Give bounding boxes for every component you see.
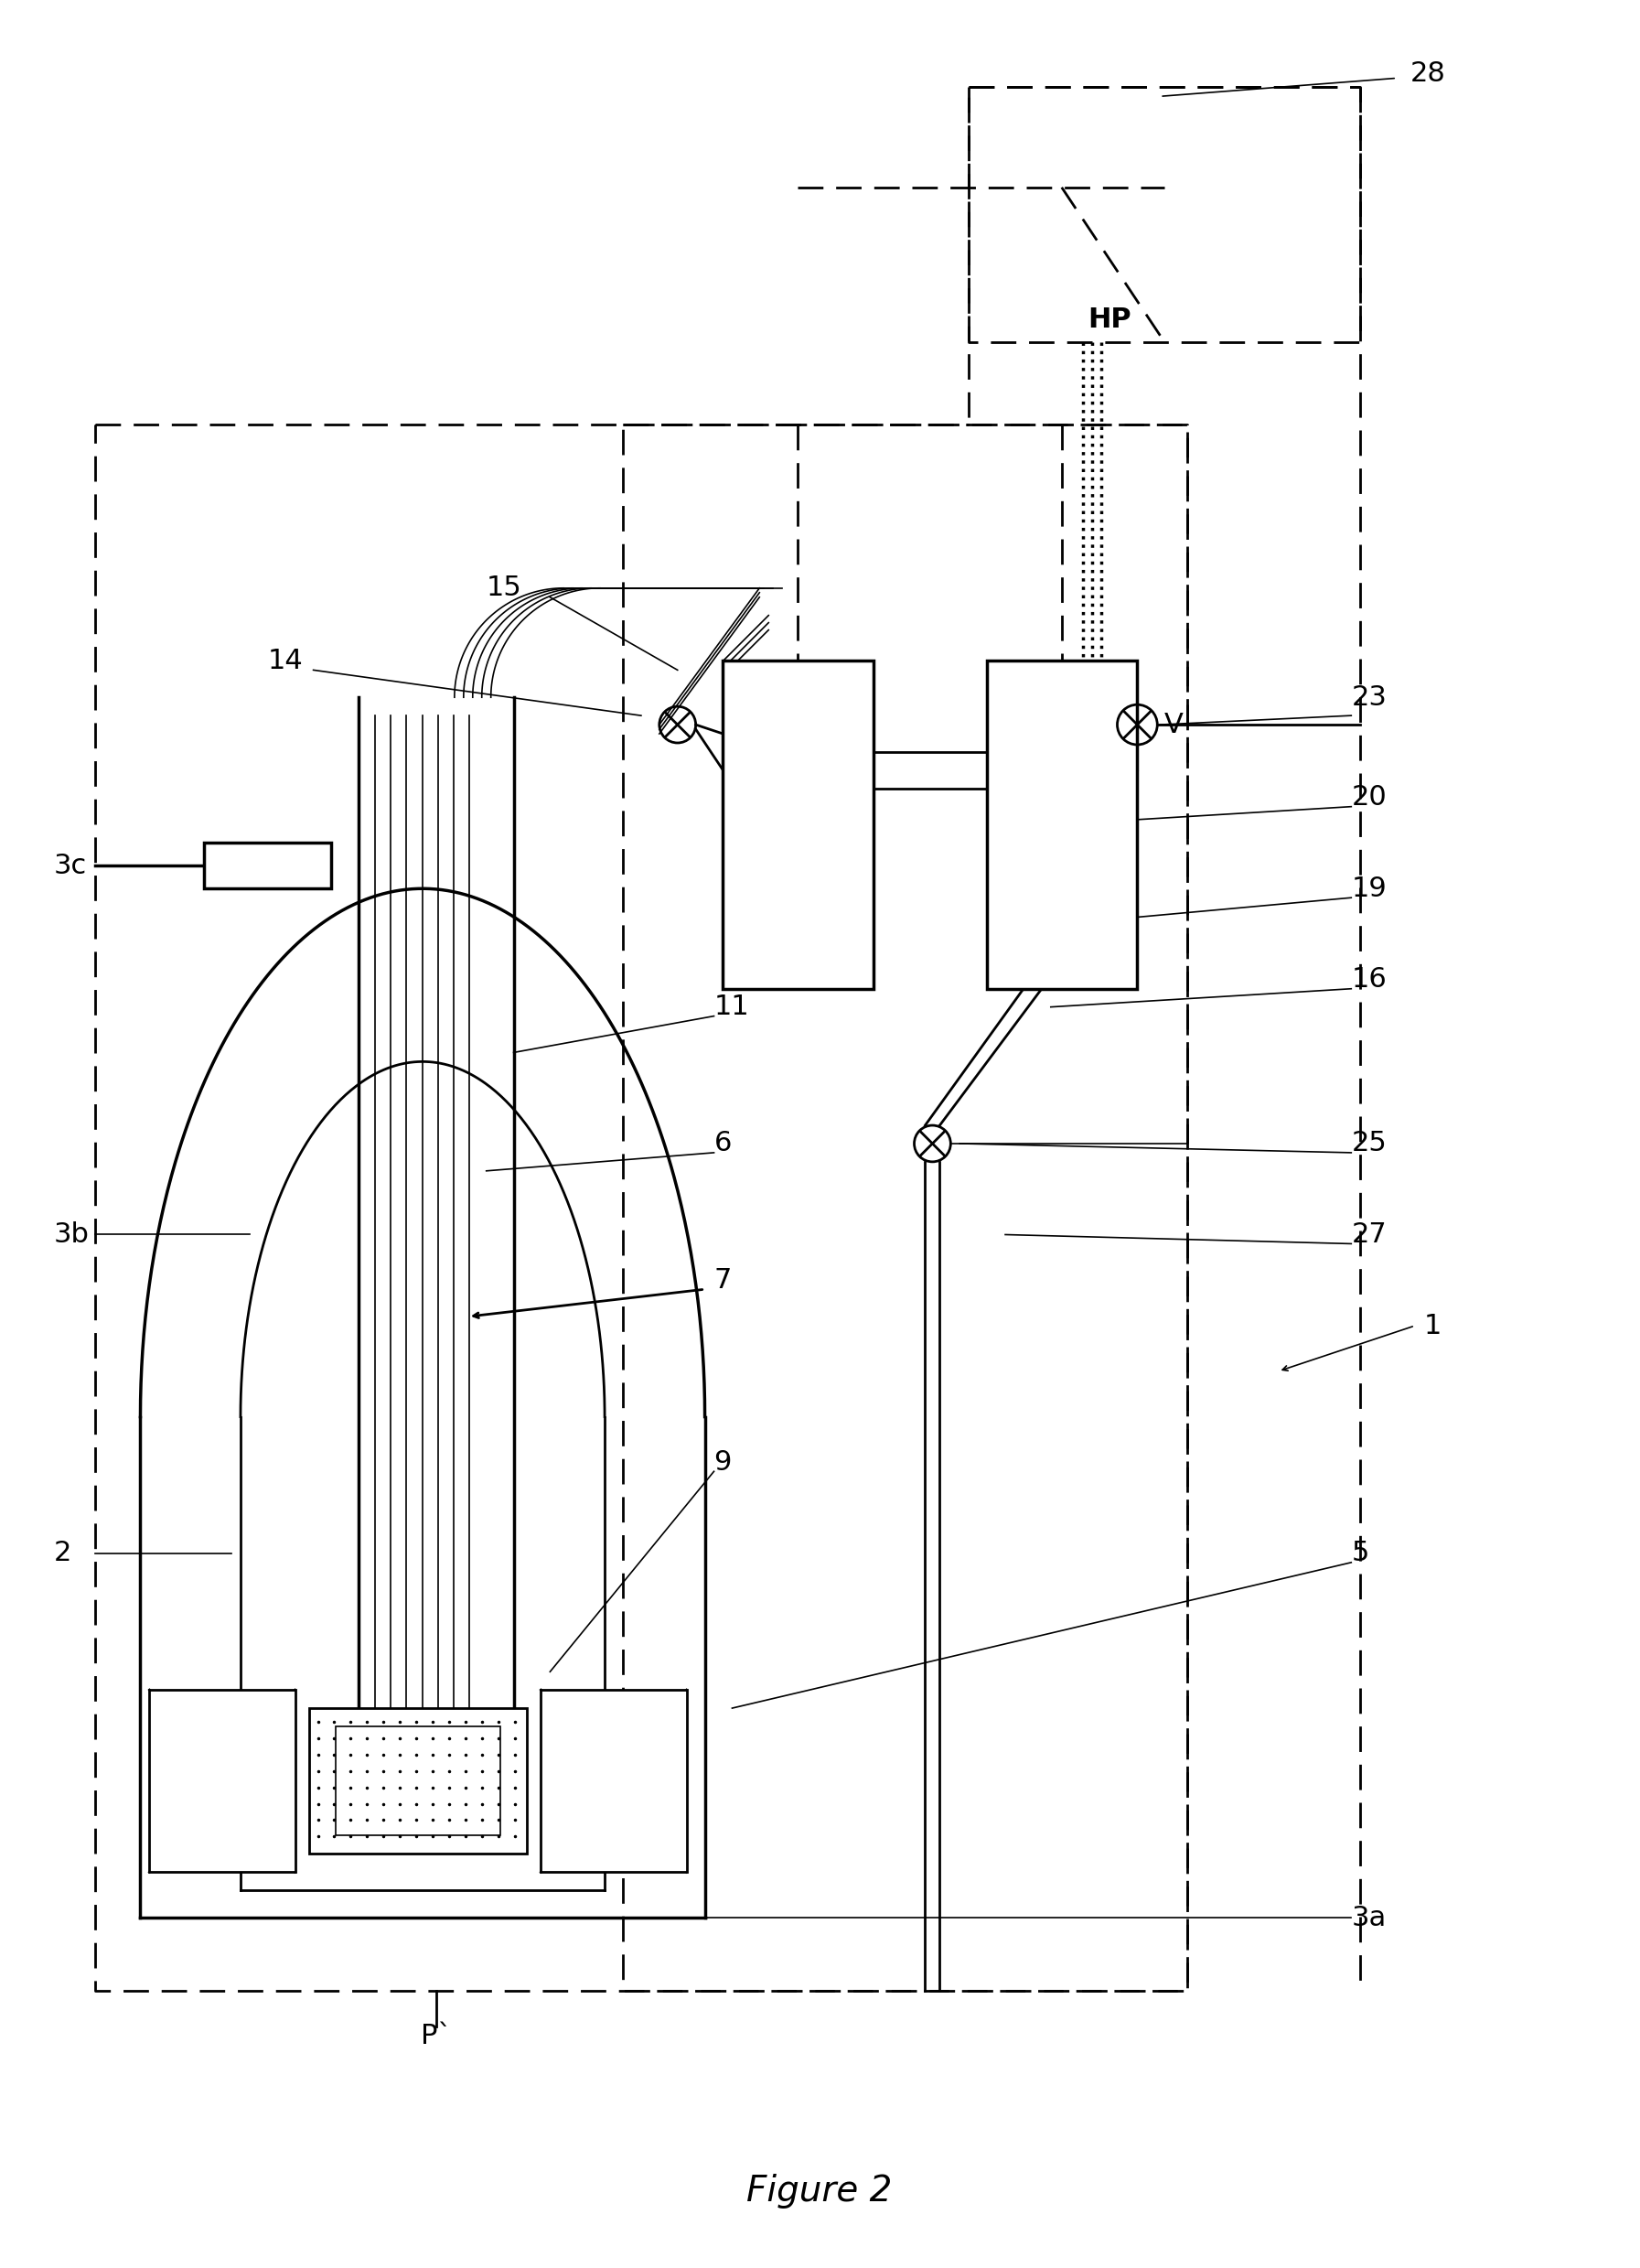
Text: 7: 7 bbox=[713, 1268, 731, 1293]
Text: 16: 16 bbox=[1351, 966, 1387, 993]
Text: 14: 14 bbox=[267, 649, 303, 674]
Bar bbox=[723, 660, 872, 989]
Text: HP: HP bbox=[1089, 306, 1132, 333]
Text: 20: 20 bbox=[1351, 785, 1387, 810]
Text: 25: 25 bbox=[1351, 1129, 1387, 1157]
Text: 6: 6 bbox=[713, 1129, 731, 1157]
Text: P`: P` bbox=[421, 2023, 451, 2050]
Text: 27: 27 bbox=[1351, 1222, 1387, 1247]
Text: Figure 2: Figure 2 bbox=[746, 2173, 892, 2209]
Text: 2: 2 bbox=[54, 1540, 72, 1567]
Bar bbox=[203, 844, 331, 889]
Text: 3c: 3c bbox=[54, 853, 87, 880]
Bar bbox=[149, 1690, 295, 1871]
Text: 11: 11 bbox=[713, 993, 749, 1021]
Text: 1: 1 bbox=[1424, 1313, 1442, 1338]
Text: 23: 23 bbox=[1351, 685, 1387, 710]
Text: 19: 19 bbox=[1351, 875, 1387, 903]
Bar bbox=[308, 1708, 528, 1853]
Bar bbox=[336, 1726, 500, 1835]
Text: 15: 15 bbox=[487, 574, 522, 601]
Text: 28: 28 bbox=[1410, 61, 1446, 86]
Text: V: V bbox=[1164, 712, 1184, 737]
Text: 5: 5 bbox=[1351, 1540, 1369, 1567]
Text: 9: 9 bbox=[713, 1449, 731, 1476]
Bar bbox=[987, 660, 1137, 989]
Bar bbox=[541, 1690, 687, 1871]
Text: 3a: 3a bbox=[1351, 1905, 1386, 1930]
Text: 3b: 3b bbox=[54, 1222, 90, 1247]
